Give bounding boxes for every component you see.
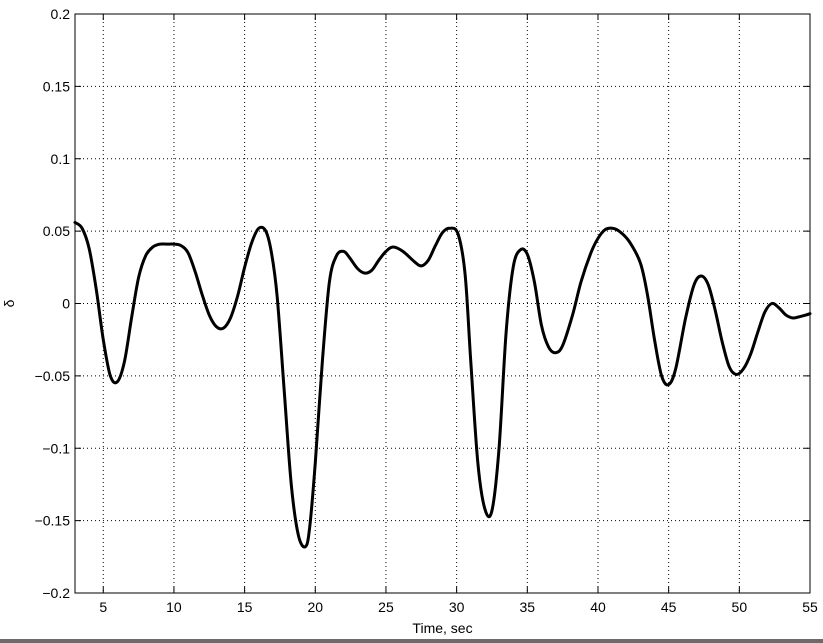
y-axis-label: δ xyxy=(1,299,17,307)
x-tick-label: 45 xyxy=(661,599,677,615)
x-tick-label: 25 xyxy=(378,599,394,615)
x-tick-label: 55 xyxy=(802,599,818,615)
y-tick-label: −0.1 xyxy=(42,440,70,456)
x-tick-label: 50 xyxy=(732,599,748,615)
x-tick-label: 20 xyxy=(307,599,323,615)
y-tick-label: −0.2 xyxy=(42,585,70,601)
x-tick-label: 15 xyxy=(237,599,253,615)
y-tick-label: 0.15 xyxy=(43,78,70,94)
window-bottom-border xyxy=(0,639,823,643)
y-tick-label: −0.05 xyxy=(35,368,71,384)
y-tick-label: 0.1 xyxy=(51,151,71,167)
x-tick-label: 10 xyxy=(166,599,182,615)
y-tick-label: 0.2 xyxy=(51,6,71,22)
y-tick-label: 0 xyxy=(62,296,70,312)
y-tick-label: 0.05 xyxy=(43,223,70,239)
y-tick-label: −0.15 xyxy=(35,513,71,529)
x-axis-label: Time, sec xyxy=(412,620,472,636)
x-tick-label: 30 xyxy=(449,599,465,615)
x-tick-label: 35 xyxy=(520,599,536,615)
x-tick-label: 40 xyxy=(590,599,606,615)
x-tick-label: 5 xyxy=(99,599,107,615)
